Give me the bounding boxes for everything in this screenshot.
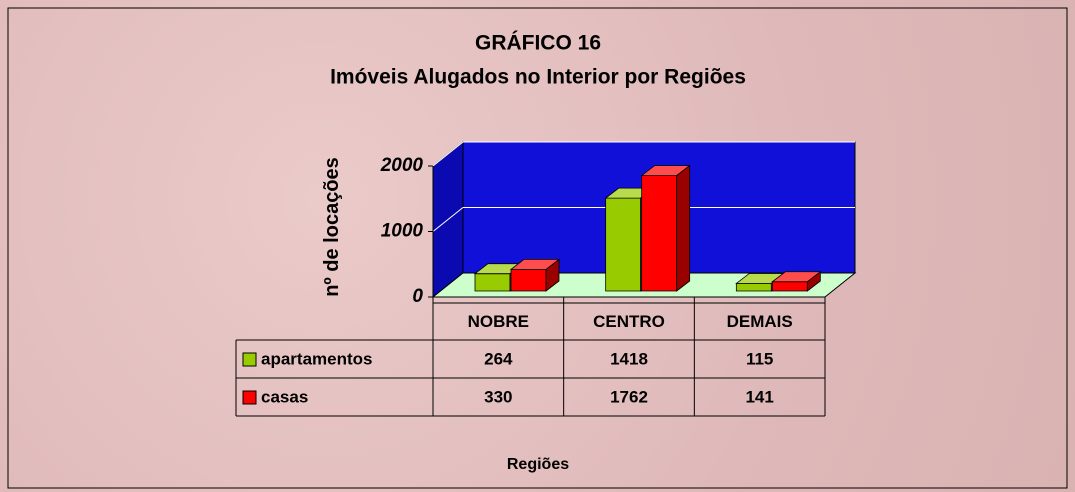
frame xyxy=(7,7,1068,489)
data-label: 330 xyxy=(484,387,512,406)
x-tick-label: CENTRO xyxy=(593,312,665,331)
bar-front xyxy=(771,281,808,292)
data-label: 264 xyxy=(484,349,513,368)
bar-side xyxy=(806,270,821,292)
bar xyxy=(640,164,691,292)
bar-side xyxy=(676,164,691,292)
bar-front xyxy=(474,273,511,292)
grid-line xyxy=(432,207,464,232)
y-tick-label: 1000 xyxy=(381,221,424,242)
bar-front xyxy=(735,283,772,292)
grid-line xyxy=(432,141,464,167)
legend-label: casas xyxy=(261,387,308,406)
bar-front xyxy=(641,175,678,292)
data-label: 115 xyxy=(746,349,773,368)
x-axis-title: Regiões xyxy=(507,456,569,473)
bar xyxy=(509,258,561,292)
y-tick-label: 0 xyxy=(412,286,423,307)
y-axis-title: nº de locações xyxy=(321,157,343,297)
bar xyxy=(771,270,822,292)
legend-swatch xyxy=(242,390,257,405)
data-label: 1418 xyxy=(610,349,648,368)
y-tick-label: 2000 xyxy=(380,155,424,176)
bar-front xyxy=(510,268,547,292)
legend-label: apartamentos xyxy=(261,349,372,368)
chart-title: GRÁFICO 16 xyxy=(475,32,601,55)
legend-swatch xyxy=(242,352,257,367)
data-label: 141 xyxy=(745,387,773,406)
x-tick-label: NOBRE xyxy=(468,312,529,331)
bar-side xyxy=(545,258,560,292)
bar-front xyxy=(605,197,642,292)
data-label: 1762 xyxy=(610,387,648,406)
chart-subtitle: Imóveis Alugados no Interior por Regiões xyxy=(330,66,746,89)
x-tick-label: DEMAIS xyxy=(727,312,793,331)
